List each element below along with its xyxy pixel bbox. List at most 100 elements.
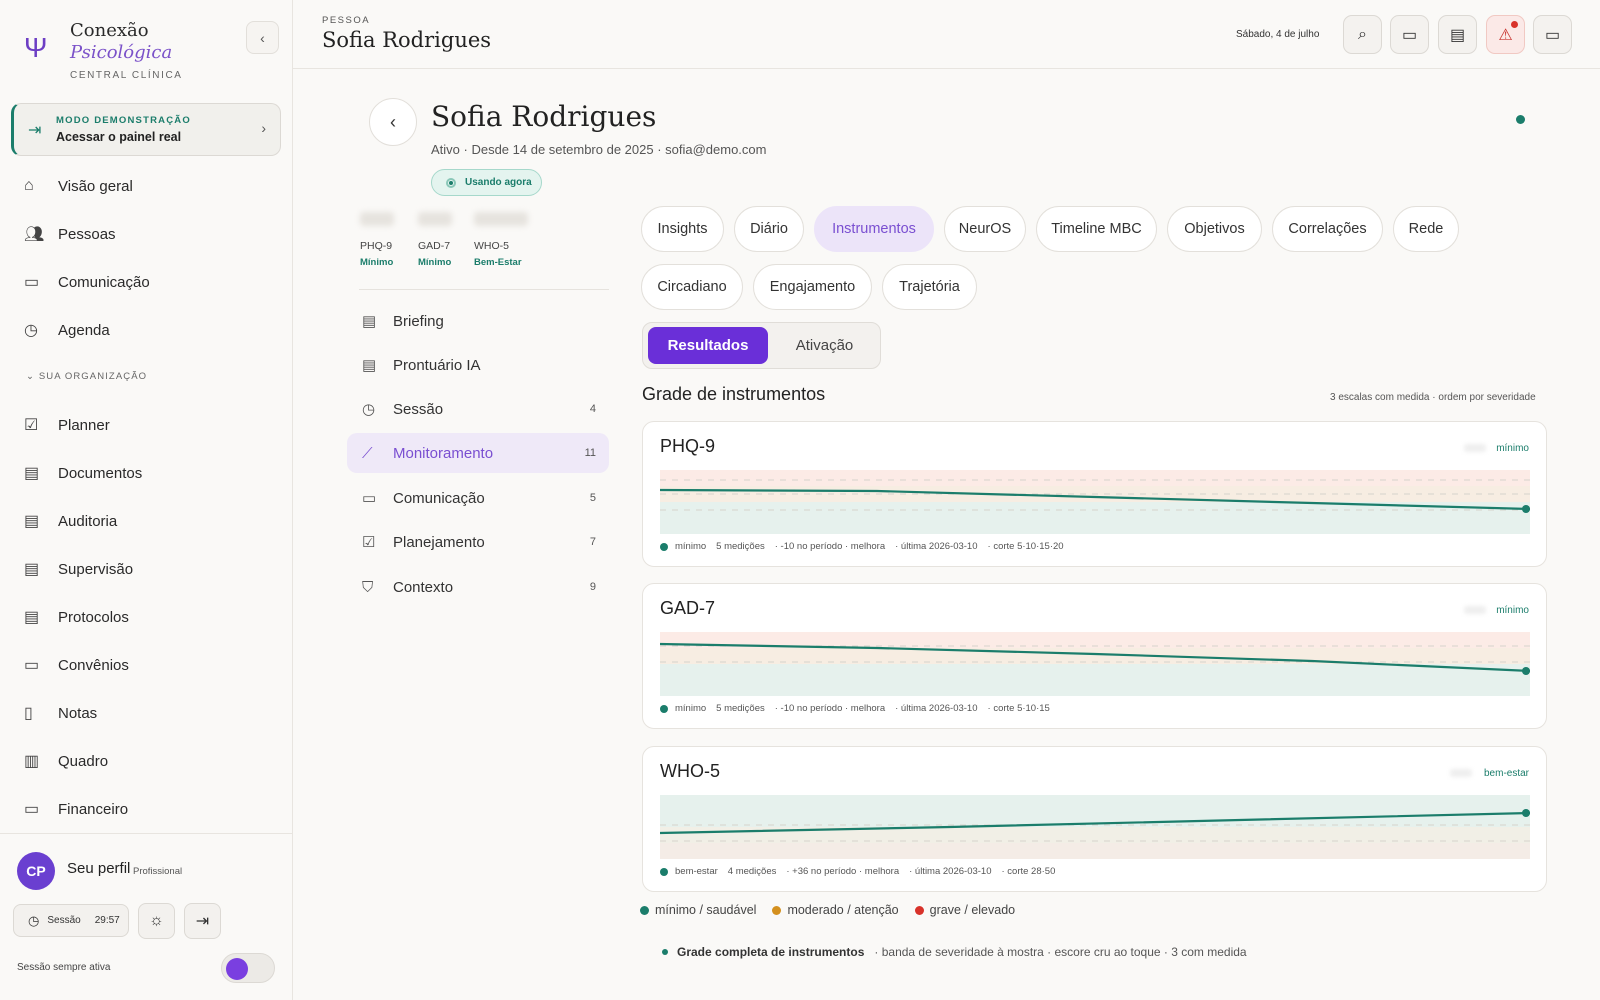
score-phq9[interactable]: PHQ-9 Mínimo bbox=[360, 212, 394, 268]
search-button[interactable]: ⌕ bbox=[1343, 15, 1382, 54]
instrument-card-gad7[interactable]: GAD-7 mínimo mínimo 5 medições · -10 no pe… bbox=[642, 583, 1547, 729]
tab-diary[interactable]: Diário bbox=[734, 206, 804, 252]
chat-button[interactable]: ▭ bbox=[1533, 15, 1572, 54]
nav-item-overview[interactable]: ⌂ Visão geral bbox=[24, 172, 133, 200]
section-communication[interactable]: ▭ Comunicação 5 bbox=[347, 478, 609, 518]
nav-item-board[interactable]: ▥ Quadro bbox=[24, 747, 108, 775]
nav-item-supervision[interactable]: ▤ Supervisão bbox=[24, 555, 133, 583]
foot-cutoff: · corte 5·10·15 bbox=[987, 703, 1050, 714]
collapse-sidebar-button[interactable]: ‹ bbox=[246, 21, 279, 54]
foot-severity: mínimo bbox=[675, 541, 707, 552]
tab-network[interactable]: Rede bbox=[1393, 206, 1459, 252]
section-session[interactable]: ◷ Sessão 4 bbox=[347, 389, 609, 429]
section-planning[interactable]: ☑ Planejamento 7 bbox=[347, 522, 609, 562]
current-date: Sábado, 4 de julho bbox=[1236, 29, 1320, 40]
section-count: 5 bbox=[589, 492, 596, 504]
score-label: WHO-5 bbox=[474, 240, 509, 252]
session-timer-button[interactable]: ◷ Sessão 29:57 bbox=[13, 904, 129, 937]
tab-engagement[interactable]: Engajamento bbox=[753, 264, 872, 310]
document-icon: ▤ bbox=[362, 357, 377, 374]
profile-role: Profissional bbox=[133, 866, 183, 877]
tab-circadian[interactable]: Circadiano bbox=[641, 264, 743, 310]
section-ai-record[interactable]: ▤ Prontuário IA bbox=[347, 345, 609, 385]
footnote-text: · banda de severidade à mostra · escore … bbox=[874, 945, 1247, 959]
foot-last: · última 2026-03-10 bbox=[895, 541, 978, 552]
foot-count: 4 medições bbox=[727, 866, 777, 877]
foot-last: · última 2026-03-10 bbox=[909, 866, 992, 877]
tab-trajectory[interactable]: Trajetória bbox=[882, 264, 977, 310]
page-title: Sofia Rodrigues bbox=[322, 28, 492, 52]
nav-item-protocols[interactable]: ▤ Protocolos bbox=[24, 603, 129, 631]
instrument-card-who5[interactable]: WHO-5 bem-estar bem-estar 4 medições · +36… bbox=[642, 746, 1547, 892]
foot-last: · última 2026-03-10 bbox=[895, 703, 978, 714]
card-footer: mínimo 5 medições · -10 no período · melho… bbox=[660, 541, 1074, 552]
section-label: Contexto bbox=[393, 578, 454, 596]
foot-cutoff: · corte 5·10·15·20 bbox=[987, 541, 1064, 552]
score-who5[interactable]: WHO-5 Bem-Estar bbox=[474, 212, 528, 268]
ticket-button[interactable]: ▭ bbox=[1390, 15, 1429, 54]
phq9-sparkline bbox=[660, 470, 1530, 534]
patient-meta: Ativo · Desde 14 de setembro de 2025 · s… bbox=[431, 142, 767, 157]
nav-item-people[interactable]: 👥︎ Pessoas bbox=[24, 220, 116, 248]
nav-item-notes[interactable]: ▯ Notas bbox=[24, 699, 97, 727]
nav-item-agenda[interactable]: ◷ Agenda bbox=[24, 316, 110, 344]
grid-subtitle: 3 escalas com medida · ordem por severid… bbox=[1330, 392, 1536, 403]
theme-toggle-button[interactable]: ☼ bbox=[138, 903, 175, 939]
score-gad7[interactable]: GAD-7 Mínimo bbox=[418, 212, 452, 268]
avatar[interactable]: CP bbox=[17, 852, 55, 890]
tab-insights[interactable]: Insights bbox=[641, 206, 724, 252]
profile-name[interactable]: Seu perfil bbox=[67, 860, 131, 877]
chat-icon: ▭ bbox=[1544, 26, 1561, 44]
nav-label: Notas bbox=[58, 704, 98, 722]
tab-correlations[interactable]: Correlações bbox=[1272, 206, 1383, 252]
brand-line3: CENTRAL CLÍNICA bbox=[70, 70, 183, 81]
section-briefing[interactable]: ▤ Briefing bbox=[347, 301, 609, 341]
legend-label: moderado / atenção bbox=[787, 903, 899, 917]
foot-count: 5 medições bbox=[716, 703, 765, 714]
section-count: 11 bbox=[584, 447, 596, 459]
status-label: Usando agora bbox=[465, 177, 532, 188]
tab-neuros[interactable]: NeurOS bbox=[944, 206, 1026, 252]
legend-dot bbox=[772, 905, 782, 915]
always-on-toggle[interactable] bbox=[221, 953, 275, 983]
instrument-card-phq9[interactable]: PHQ-9 mínimo mínimo 5 medições · -10 no pe… bbox=[642, 421, 1547, 567]
brand[interactable]: Ψ Conexão Psicológica CENTRAL CLÍNICA bbox=[24, 20, 183, 81]
nav-item-finance[interactable]: ▭ Financeiro bbox=[24, 795, 128, 823]
sidebar-footer-divider bbox=[0, 833, 292, 834]
toggle-knob bbox=[226, 958, 248, 980]
demo-mode-banner[interactable]: ⇥ MODO DEMONSTRAÇÃO Acessar o painel rea… bbox=[11, 103, 281, 156]
patient-name: Sofia Rodrigues bbox=[431, 100, 657, 133]
tab-timeline-mbc[interactable]: Timeline MBC bbox=[1036, 206, 1157, 252]
blurred-score bbox=[1450, 769, 1472, 777]
legend-dot bbox=[640, 905, 649, 915]
alerts-button[interactable]: ⚠ bbox=[1486, 15, 1525, 54]
section-count: 7 bbox=[589, 536, 596, 548]
org-section-heading[interactable]: ⌄ SUA ORGANIZAÇÃO bbox=[26, 371, 147, 382]
nav-item-audit[interactable]: ▤ Auditoria bbox=[24, 507, 117, 535]
tab-objectives[interactable]: Objetivos bbox=[1167, 206, 1262, 252]
segment-results[interactable]: Resultados bbox=[648, 327, 768, 364]
tab-instruments[interactable]: Instrumentos bbox=[814, 206, 934, 252]
section-monitoring[interactable]: ⟋ Monitoramento 11 bbox=[347, 433, 609, 473]
back-button[interactable]: ‹ bbox=[369, 98, 417, 146]
section-context[interactable]: ⛉ Contexto 9 bbox=[347, 567, 609, 607]
segment-activation[interactable]: Ativação bbox=[795, 337, 854, 354]
session-time: 29:57 bbox=[94, 915, 120, 926]
nav-item-agreements[interactable]: ▭ Convênios bbox=[24, 651, 129, 679]
divider bbox=[359, 289, 609, 290]
nav-item-planner[interactable]: ☑ Planner bbox=[24, 411, 110, 439]
messages-button[interactable]: ▤ bbox=[1438, 15, 1477, 54]
score-label: PHQ-9 bbox=[360, 240, 393, 252]
org-heading-label: SUA ORGANIZAÇÃO bbox=[38, 371, 148, 382]
card-title: GAD-7 bbox=[660, 598, 716, 618]
search-icon: ⌕ bbox=[1358, 25, 1367, 43]
nav-item-communication[interactable]: ▭ Comunicação bbox=[24, 268, 150, 296]
warning-icon: ⚠ bbox=[1498, 26, 1513, 44]
chart-line-icon: ⟋ bbox=[362, 444, 373, 462]
section-label: Planejamento bbox=[393, 533, 485, 551]
shield-icon: ⛉ bbox=[362, 578, 374, 596]
nav-label: Agenda bbox=[58, 321, 110, 339]
logout-button[interactable]: ⇥ bbox=[184, 903, 221, 939]
nav-item-documents[interactable]: ▤ Documentos bbox=[24, 459, 142, 487]
card-severity-badge: bem-estar bbox=[1483, 768, 1529, 779]
